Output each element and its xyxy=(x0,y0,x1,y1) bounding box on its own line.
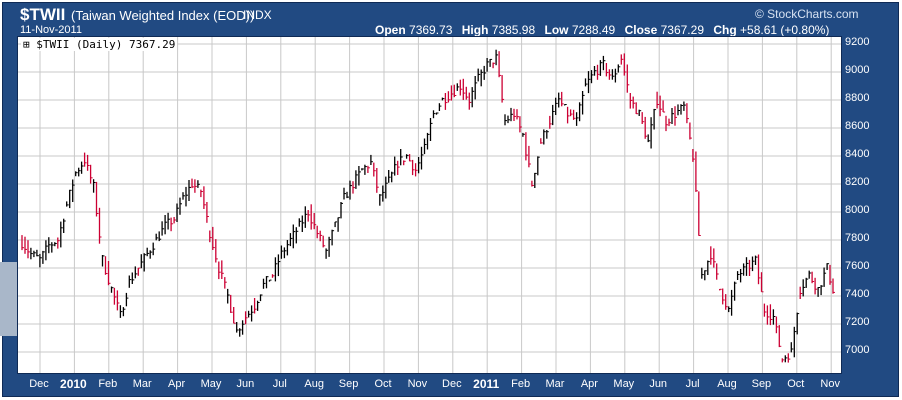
x-tick-label: 2011 xyxy=(473,377,500,391)
high-label: High xyxy=(461,23,489,37)
x-tick-label: Nov xyxy=(407,378,428,390)
y-tick-label: 9200 xyxy=(845,36,870,48)
y-tick-label: 8200 xyxy=(845,176,870,188)
x-tick-label: Mar xyxy=(545,378,565,390)
y-tick-label: 7000 xyxy=(845,344,870,356)
exchange-label: INDX xyxy=(243,8,272,22)
x-tick-label: Aug xyxy=(717,378,737,390)
x-tick-label: Sep xyxy=(338,378,359,390)
x-tick-label: Jun xyxy=(649,378,668,390)
x-tick-label: Dec xyxy=(29,378,49,390)
open-label: Open xyxy=(375,23,406,37)
x-tick-label: Feb xyxy=(511,378,531,390)
plot-area xyxy=(17,36,842,374)
x-tick-label: Apr xyxy=(168,378,186,390)
legend-text: $TWII (Daily) 7367.29 xyxy=(36,38,176,51)
change-value: +58.61 (+0.80%) xyxy=(740,23,830,37)
x-tick-label: Dec xyxy=(442,378,462,390)
x-tick-label: Feb xyxy=(98,378,118,390)
low-value: 7288.49 xyxy=(571,23,616,37)
x-tick-label: Jul xyxy=(685,378,700,390)
y-tick-label: 7600 xyxy=(845,260,870,272)
x-tick-label: Mar xyxy=(132,378,152,390)
symbol-title: $TWII xyxy=(20,5,66,24)
high-value: 7385.98 xyxy=(491,23,536,37)
x-tick-label: May xyxy=(200,378,222,390)
x-tick-label: Jun xyxy=(236,378,255,390)
y-tick-label: 7400 xyxy=(845,288,870,300)
left-side-bar xyxy=(0,262,17,336)
x-tick-label: May xyxy=(613,378,635,390)
x-tick-label: Sep xyxy=(751,378,772,390)
change-label: Chg xyxy=(713,23,737,37)
ohlc-readout: Open 7369.73 High 7385.98 Low 7288.49 Cl… xyxy=(375,23,835,37)
quote-date: 11-Nov-2011 xyxy=(20,24,82,36)
x-tick-label: Apr xyxy=(580,378,598,390)
x-tick-label: Aug xyxy=(304,378,324,390)
y-tick-label: 8600 xyxy=(845,120,870,132)
x-tick-label: Oct xyxy=(787,378,805,390)
y-tick-label: 8000 xyxy=(845,204,870,216)
y-tick-label: 7200 xyxy=(845,316,870,328)
chart-legend: ⊞ $TWII (Daily) 7367.29 xyxy=(21,38,178,51)
open-value: 7369.73 xyxy=(409,23,453,37)
y-tick-label: 8800 xyxy=(845,92,870,104)
price-chart-svg xyxy=(18,37,841,373)
y-tick-label: 7800 xyxy=(845,232,870,244)
close-label: Close xyxy=(624,23,658,37)
y-tick-label: 8400 xyxy=(845,148,870,160)
x-tick-label: Oct xyxy=(374,378,392,390)
index-name: (Taiwan Weighted Index (EOD)) xyxy=(71,8,255,23)
chart-header: $TWII (Taiwan Weighted Index (EOD)) INDX… xyxy=(3,3,898,39)
stockcharts-logo[interactable]: © StockCharts.com xyxy=(755,7,859,21)
low-label: Low xyxy=(544,23,569,37)
x-tick-label: Nov xyxy=(820,378,840,390)
y-tick-label: 9000 xyxy=(845,64,870,76)
close-value: 7367.29 xyxy=(660,23,704,37)
x-tick-label: Jul xyxy=(272,378,287,390)
bar-chart-icon: ⊞ xyxy=(23,38,30,51)
x-tick-label: 2010 xyxy=(60,377,87,391)
